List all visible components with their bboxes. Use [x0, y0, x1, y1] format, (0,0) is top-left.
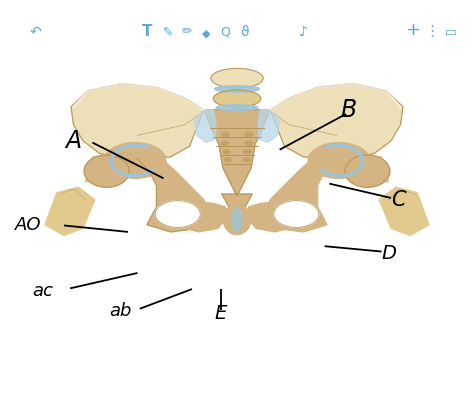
Ellipse shape [221, 133, 228, 137]
Text: ◆: ◆ [202, 29, 210, 39]
Ellipse shape [244, 150, 251, 154]
Polygon shape [263, 159, 337, 232]
Ellipse shape [224, 158, 231, 162]
Text: ϑ: ϑ [240, 25, 248, 39]
Polygon shape [156, 200, 227, 232]
Ellipse shape [223, 204, 251, 234]
Text: ✏: ✏ [182, 26, 192, 39]
Polygon shape [329, 155, 389, 182]
Text: ↶: ↶ [30, 25, 41, 39]
Polygon shape [85, 155, 145, 182]
Ellipse shape [243, 158, 250, 162]
Text: ab: ab [109, 302, 132, 320]
Text: E: E [214, 304, 227, 323]
Ellipse shape [213, 90, 261, 107]
Ellipse shape [84, 155, 129, 187]
Ellipse shape [211, 68, 263, 88]
Ellipse shape [246, 133, 252, 137]
Ellipse shape [221, 141, 228, 145]
Text: ⋮: ⋮ [425, 24, 440, 39]
Polygon shape [222, 194, 252, 214]
Polygon shape [379, 187, 429, 236]
Ellipse shape [214, 86, 259, 92]
Text: +: + [405, 21, 420, 39]
Text: ...: ... [231, 5, 243, 15]
Ellipse shape [216, 105, 258, 110]
Ellipse shape [308, 142, 370, 178]
Polygon shape [247, 200, 318, 232]
Ellipse shape [246, 141, 252, 145]
Text: ★ □ 4%: ★ □ 4% [438, 9, 467, 15]
Text: AO: AO [15, 216, 42, 234]
Polygon shape [45, 187, 95, 236]
Text: A: A [65, 129, 82, 153]
Text: Q: Q [220, 26, 230, 39]
Text: ♪: ♪ [299, 25, 308, 39]
Text: C: C [391, 190, 405, 210]
Polygon shape [270, 83, 403, 159]
Text: B: B [340, 98, 356, 123]
Ellipse shape [155, 201, 200, 228]
Polygon shape [204, 110, 270, 196]
Text: ac: ac [32, 282, 53, 300]
Text: ▭: ▭ [445, 26, 456, 39]
Text: ✎: ✎ [163, 26, 173, 39]
Text: D: D [381, 244, 396, 263]
Text: 15: 15 [7, 9, 17, 18]
Polygon shape [71, 83, 204, 159]
Text: T: T [142, 24, 152, 39]
Polygon shape [258, 110, 280, 142]
Ellipse shape [345, 155, 390, 187]
Ellipse shape [232, 207, 242, 232]
Ellipse shape [274, 201, 319, 228]
Polygon shape [137, 159, 211, 232]
Ellipse shape [104, 142, 166, 178]
Polygon shape [194, 110, 216, 142]
Ellipse shape [223, 150, 230, 154]
